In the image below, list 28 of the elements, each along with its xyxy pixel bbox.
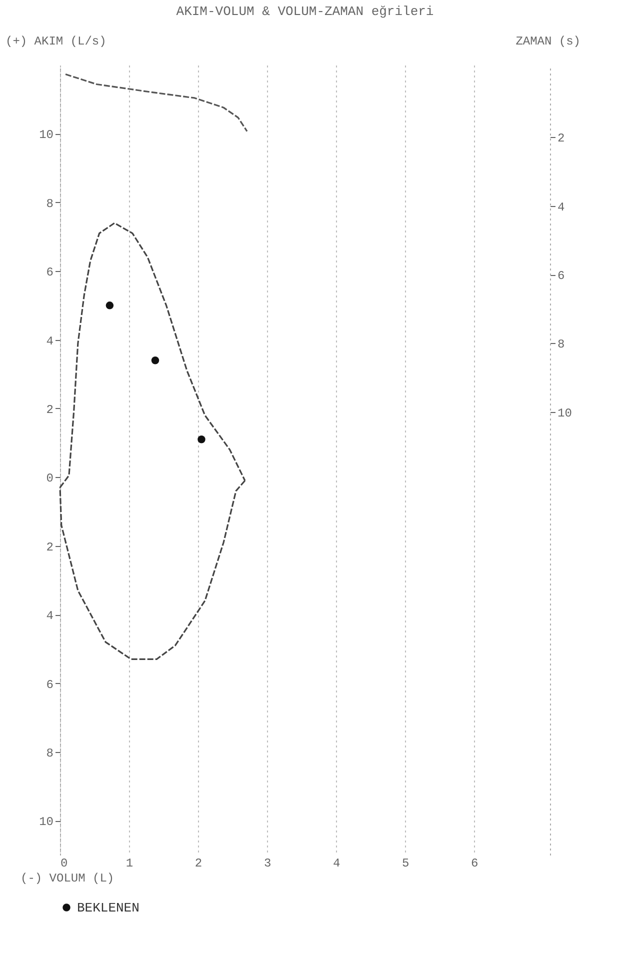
x-tick-label: 4 bbox=[332, 856, 340, 870]
y-tick-label: 8 bbox=[46, 746, 54, 760]
y-tick-label: 4 bbox=[46, 609, 54, 624]
y-tick-label: 6 bbox=[46, 266, 54, 280]
y-tick-label: 4 bbox=[46, 334, 54, 348]
legend-label: BEKLENEN bbox=[77, 900, 140, 916]
y-tick-label: 10 bbox=[39, 128, 54, 142]
x-tick-label: 5 bbox=[402, 856, 410, 870]
y-axis-title: (+) AKIM (L/s) bbox=[6, 34, 106, 48]
y2-tick-label: 2 bbox=[558, 132, 565, 146]
y-tick-label: 10 bbox=[39, 815, 54, 830]
x-tick-label: 6 bbox=[470, 856, 478, 870]
y2-tick-label: 10 bbox=[558, 406, 572, 420]
y-tick-label: 2 bbox=[46, 402, 54, 417]
x-axis-title: (-) VOLUM (L) bbox=[20, 872, 114, 886]
y2-axis-title: ZAMAN (s) bbox=[516, 34, 580, 48]
y2-tick-label: 4 bbox=[558, 200, 565, 214]
x-tick-label: 0 bbox=[60, 856, 68, 870]
y2-tick-label: 8 bbox=[558, 338, 565, 352]
chart-title: AKIM-VOLUM & VOLUM-ZAMAN eğrileri bbox=[176, 4, 434, 19]
y-tick-label: 2 bbox=[46, 540, 54, 554]
y2-tick-label: 6 bbox=[558, 269, 565, 284]
y-tick-label: 0 bbox=[46, 472, 54, 486]
y-tick-label: 6 bbox=[46, 678, 54, 692]
x-tick-label: 1 bbox=[126, 856, 134, 870]
y-tick-label: 8 bbox=[46, 196, 54, 211]
x-tick-label: 3 bbox=[264, 856, 272, 870]
x-tick-label: 2 bbox=[194, 856, 202, 870]
